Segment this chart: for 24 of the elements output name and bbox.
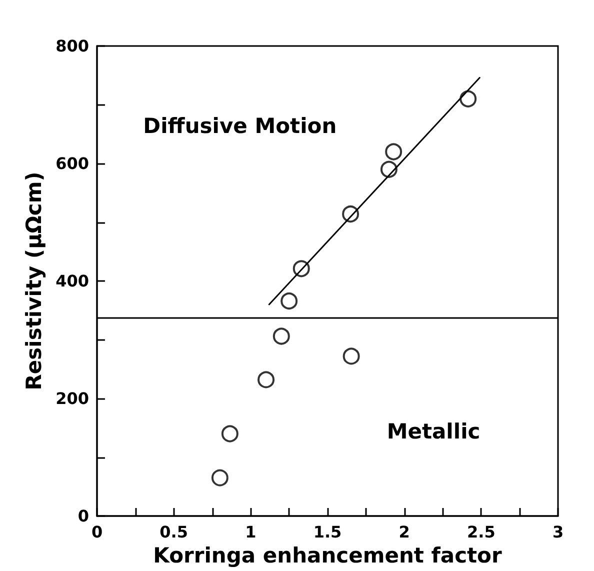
point: [280, 292, 298, 310]
x-tick-label: 2: [398, 522, 410, 542]
y-tick-label: 400: [56, 272, 89, 290]
x-tick-label: 0.5: [160, 522, 188, 542]
point: [221, 425, 238, 442]
y-tick-label: 800: [56, 36, 89, 56]
point: [342, 348, 360, 365]
y-tick-label: 600: [56, 154, 89, 173]
x-tick-label: 0: [91, 522, 103, 542]
point: [385, 143, 402, 160]
x-tick-label: 1.5: [313, 522, 342, 542]
point: [211, 469, 228, 486]
y-tick-label: 200: [56, 389, 89, 408]
point: [258, 371, 275, 388]
x-tick-label: 3: [552, 522, 564, 542]
y-axis-title: Resistivity (μΩcm): [22, 172, 46, 390]
y-tick-label: 0: [78, 506, 89, 526]
x-tick-label: 1: [245, 522, 256, 542]
x-tick-label: 2.5: [466, 522, 496, 542]
point: [460, 90, 477, 108]
annotation: Diffusive Motion: [143, 114, 337, 138]
annotation: Metallic: [386, 419, 480, 444]
x-axis-title: Korringa enhancement factor: [153, 543, 502, 568]
point: [272, 328, 290, 345]
